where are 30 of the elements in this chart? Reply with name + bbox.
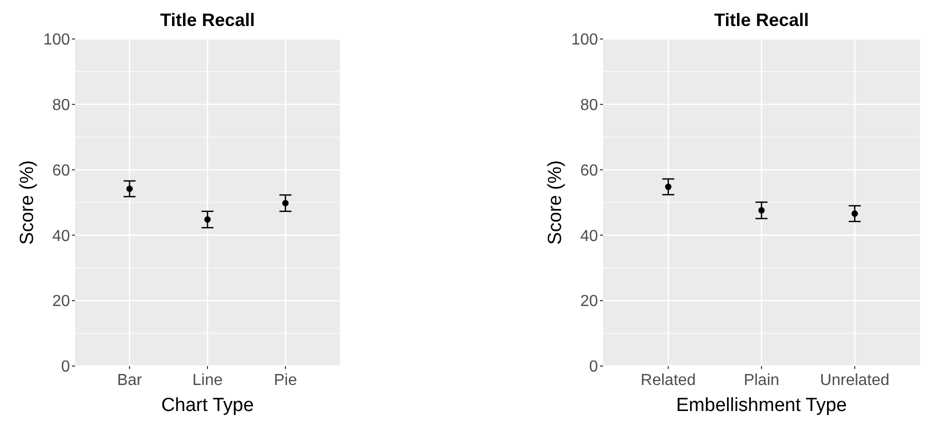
chart-title: Title Recall [160,10,255,30]
point [282,200,289,206]
x-tick-label: Related [640,372,696,389]
y-tick-label: 20 [52,293,70,310]
y-tick-label: 40 [52,228,70,245]
y-tick-label: 80 [52,97,70,114]
point [126,186,133,192]
x-tick-label: Line [192,372,223,389]
y-axis-title: Score (%) [545,160,566,245]
y-axis-title: Score (%) [17,160,38,245]
chart-title: Title Recall [714,10,809,30]
x-axis-title: Embellishment Type [676,395,847,416]
y-tick-label: 40 [580,228,598,245]
y-tick-label: 60 [580,162,598,180]
y-tick-label: 100 [571,32,598,49]
y-tick-label: 60 [52,162,70,180]
x-tick-label: Pie [274,372,298,389]
y-tick-label: 20 [580,293,598,310]
y-tick-label: 0 [589,358,598,376]
y-tick-label: 100 [43,32,70,49]
point [204,216,211,223]
x-tick-label: Unrelated [820,372,890,389]
y-tick-label: 0 [61,358,70,376]
y-tick-label: 80 [580,97,598,114]
x-axis-title: Chart Type [161,395,254,416]
x-tick-label: Plain [744,372,780,389]
point [852,210,858,217]
point [665,184,672,190]
x-tick-label: Bar [117,372,143,389]
point [758,207,765,214]
